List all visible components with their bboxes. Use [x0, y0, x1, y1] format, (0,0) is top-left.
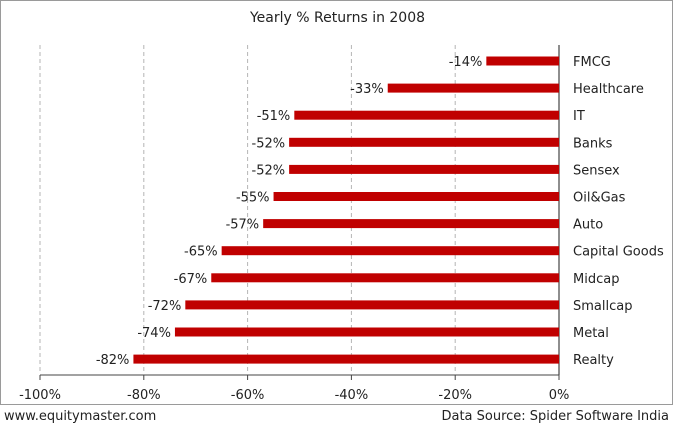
bar	[263, 219, 559, 229]
category-label: Sensex	[573, 163, 620, 178]
x-tick-label: -80%	[127, 388, 161, 403]
data-label: -57%	[226, 218, 260, 233]
chart-title: Yearly % Returns in 2008	[249, 10, 426, 26]
bar	[221, 246, 559, 256]
data-label: -52%	[252, 163, 286, 178]
category-label: Banks	[573, 136, 613, 151]
chart-frame: Yearly % Returns in 2008 -100% -80% -60% -4…	[0, 0, 673, 405]
data-label: -67%	[174, 272, 208, 287]
website-label: www.equitymaster.com	[4, 409, 157, 424]
bar	[211, 273, 559, 283]
data-label: -33%	[350, 82, 384, 97]
bar	[289, 164, 559, 174]
x-tick-label: -100%	[19, 388, 61, 403]
x-tick-label: -40%	[335, 388, 369, 403]
bar	[185, 300, 559, 310]
data-label: -82%	[96, 353, 130, 368]
bar	[133, 354, 560, 364]
data-label: -55%	[236, 191, 270, 206]
category-label: Midcap	[573, 272, 619, 287]
category-label: Realty	[573, 353, 614, 368]
category-label: Smallcap	[573, 299, 632, 314]
category-label: Oil&Gas	[573, 191, 626, 206]
data-label: -51%	[257, 109, 291, 124]
category-label: Auto	[573, 218, 603, 233]
bar	[174, 327, 559, 337]
category-label: FMCG	[573, 55, 611, 70]
bar	[289, 137, 559, 147]
category-label: Healthcare	[573, 82, 644, 97]
bar	[486, 56, 559, 66]
bar	[387, 83, 559, 93]
bar	[273, 192, 559, 201]
category-label: Metal	[573, 326, 609, 341]
data-label: -74%	[137, 326, 171, 341]
bar-chart: -100% -80% -60% -40% -20% 0% -14% FMCG -33% Healt…	[19, 45, 664, 403]
category-label: Capital Goods	[573, 245, 664, 260]
data-label: -72%	[148, 299, 182, 314]
category-label: IT	[573, 109, 585, 124]
data-label: -65%	[184, 245, 218, 260]
x-tick-label: 0%	[549, 388, 570, 403]
data-label: -14%	[449, 55, 483, 70]
x-tick-label: -60%	[231, 388, 265, 403]
data-source-label: Data Source: Spider Software India	[441, 409, 669, 424]
x-tick-label: -20%	[438, 388, 472, 403]
data-label: -52%	[252, 136, 286, 151]
bar	[294, 110, 559, 120]
